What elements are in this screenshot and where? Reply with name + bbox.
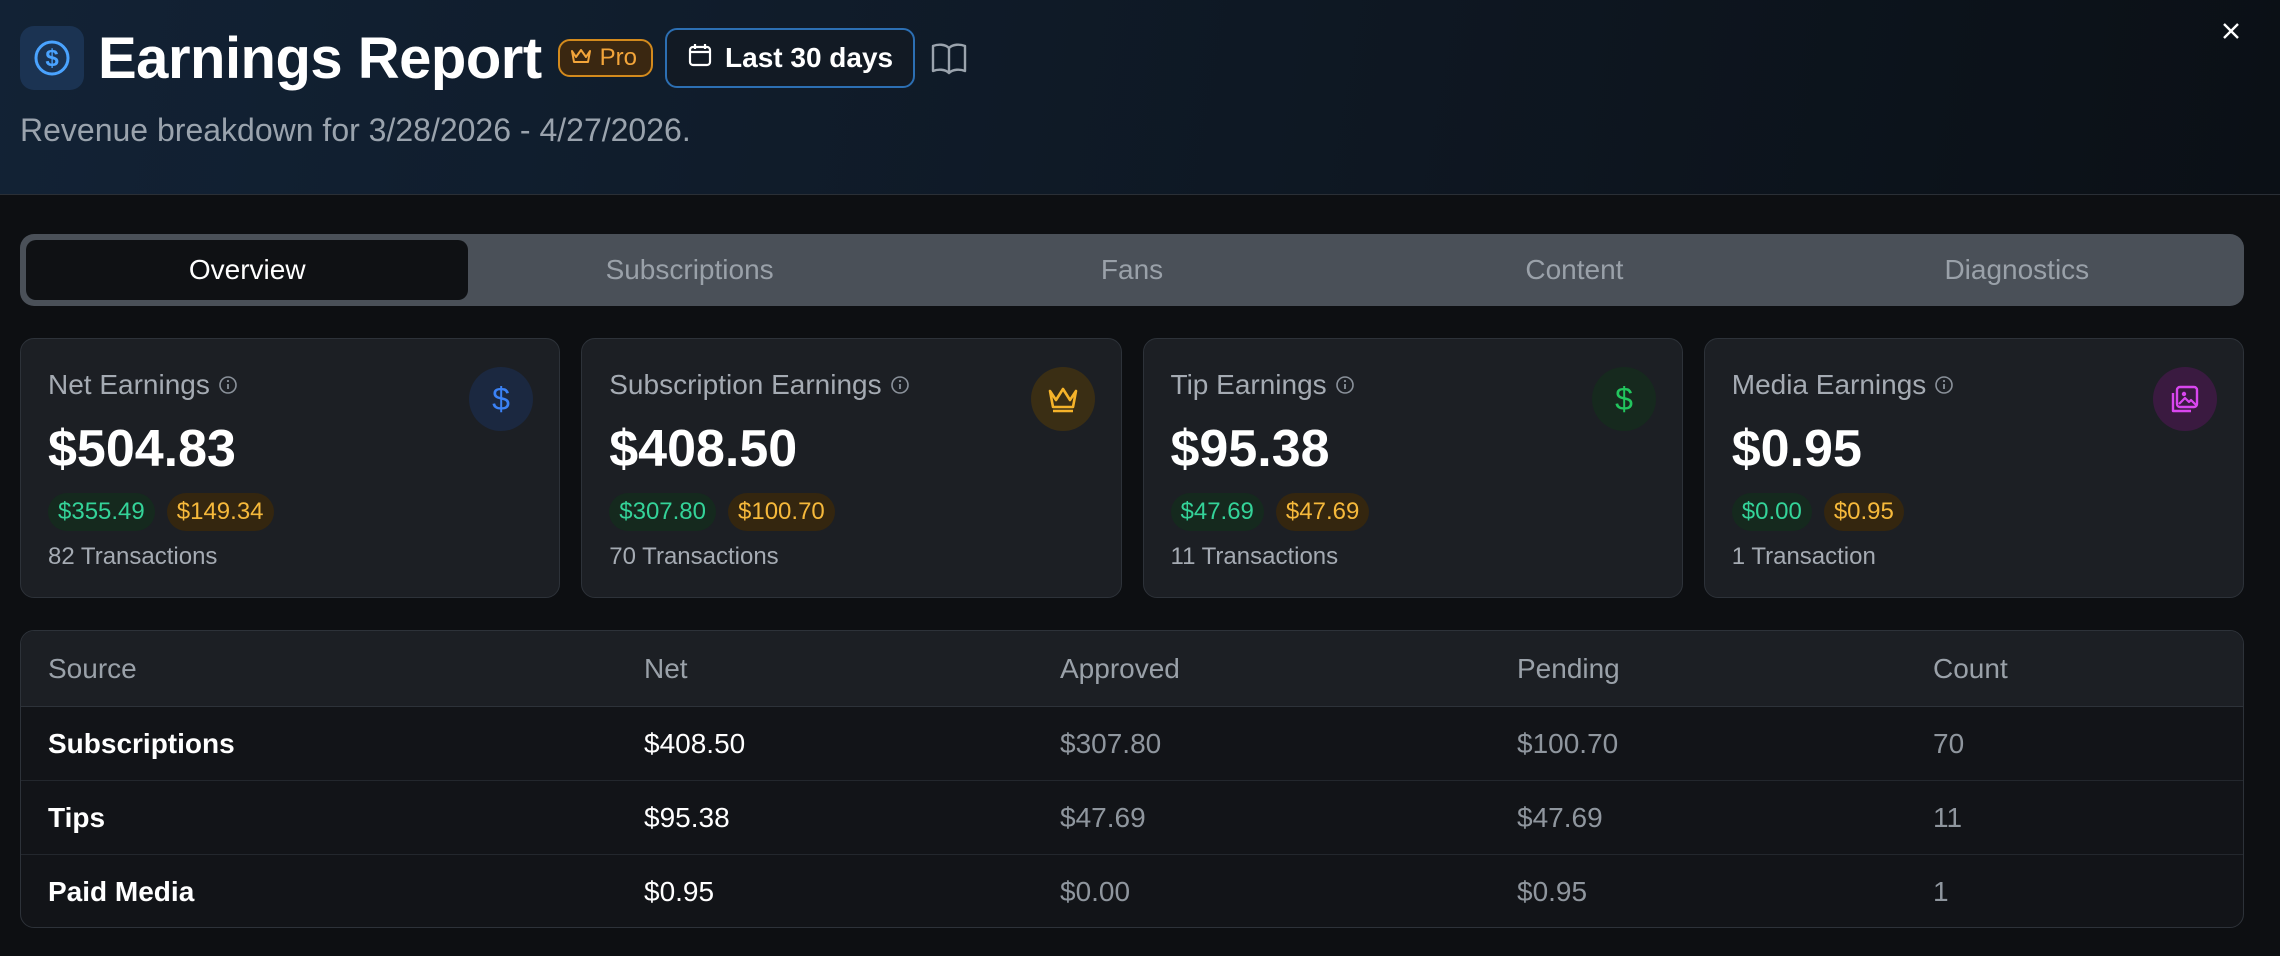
page-subtitle: Revenue breakdown for 3/28/2026 - 4/27/2… <box>20 112 691 148</box>
calendar-icon <box>687 42 713 75</box>
svg-text:$: $ <box>45 45 59 72</box>
table-row: Paid Media $0.95 $0.00 $0.95 1 <box>21 855 2243 927</box>
table-row: Tips $95.38 $47.69 $47.69 11 <box>21 781 2243 855</box>
pending-cell: $0.95 <box>1517 876 1588 907</box>
card-label: Subscription Earnings <box>609 369 882 400</box>
page-header: $ Earnings Report Pro Last 30 days Reven… <box>0 0 2280 195</box>
date-range-label: Last 30 days <box>725 42 894 73</box>
info-icon[interactable] <box>218 375 238 395</box>
subscription-earnings-card: Subscription Earnings $408.50 $307.80 $1… <box>581 338 1122 598</box>
net-earnings-card: Net Earnings $ $504.83 $355.49 $149.34 8… <box>20 338 561 598</box>
pending-pill: $149.34 <box>166 493 274 531</box>
pending-cell: $100.70 <box>1517 727 1619 759</box>
date-range-button[interactable]: Last 30 days <box>665 28 916 88</box>
column-header-source[interactable]: Source <box>48 652 137 684</box>
svg-text:$: $ <box>492 382 510 416</box>
book-icon[interactable] <box>929 38 969 78</box>
tab-overview[interactable]: Overview <box>26 240 469 300</box>
net-cell: $95.38 <box>644 801 730 833</box>
pending-cell: $47.69 <box>1517 801 1603 833</box>
media-earnings-card: Media Earnings $0.95 $0.00 $0.95 1 Trans… <box>1703 338 2244 598</box>
column-header-count[interactable]: Count <box>1933 652 2008 684</box>
summary-cards: Net Earnings $ $504.83 $355.49 $149.34 8… <box>20 338 2244 598</box>
info-icon[interactable] <box>890 375 910 395</box>
column-header-net[interactable]: Net <box>644 652 688 684</box>
image-icon <box>2153 367 2217 431</box>
net-cell: $408.50 <box>644 727 746 759</box>
column-header-pending[interactable]: Pending <box>1517 652 1620 684</box>
page-title: Earnings Report <box>98 25 542 91</box>
approved-cell: $307.80 <box>1060 727 1162 759</box>
card-value: $504.83 <box>48 420 236 478</box>
transaction-count: 70 Transactions <box>609 543 779 570</box>
pending-pill: $0.95 <box>1823 493 1904 531</box>
source-cell: Subscriptions <box>48 727 235 759</box>
card-label: Media Earnings <box>1731 369 1927 400</box>
dollar-icon: $ <box>1591 367 1656 431</box>
column-header-approved[interactable]: Approved <box>1060 652 1180 684</box>
card-value: $0.95 <box>1731 420 1862 478</box>
tab-bar: Overview Subscriptions Fans Content Diag… <box>20 234 2244 306</box>
tab-diagnostics[interactable]: Diagnostics <box>1944 254 2090 285</box>
table-header: Source Net Approved Pending Count <box>21 631 2243 707</box>
transaction-count: 82 Transactions <box>48 543 218 570</box>
approved-pill: $0.00 <box>1731 493 1812 531</box>
dollar-icon: $ <box>469 367 534 431</box>
pending-pill: $100.70 <box>728 493 835 531</box>
tab-content[interactable]: Content <box>1525 254 1624 285</box>
count-cell: 1 <box>1933 876 1949 907</box>
card-value: $95.38 <box>1170 420 1330 478</box>
pro-badge: Pro <box>557 39 654 77</box>
transaction-count: 11 Transactions <box>1170 543 1339 570</box>
approved-cell: $0.00 <box>1060 876 1131 907</box>
card-value: $408.50 <box>609 420 798 478</box>
transaction-count: 1 Transaction <box>1731 543 1876 570</box>
source-cell: Paid Media <box>48 876 195 907</box>
crown-icon <box>570 44 592 72</box>
count-cell: 70 <box>1933 727 1965 759</box>
table-row: Subscriptions $408.50 $307.80 $100.70 70 <box>21 707 2243 781</box>
title-row: $ Earnings Report Pro Last 30 days <box>20 25 969 91</box>
info-icon[interactable] <box>1335 375 1355 395</box>
info-icon[interactable] <box>1934 375 1954 395</box>
earnings-logo-icon: $ <box>20 26 84 90</box>
crown-icon <box>1030 367 1095 431</box>
tab-subscriptions[interactable]: Subscriptions <box>605 254 774 285</box>
pro-badge-label: Pro <box>599 44 638 71</box>
close-icon[interactable] <box>2216 16 2246 46</box>
tab-fans[interactable]: Fans <box>1100 254 1164 285</box>
approved-cell: $47.69 <box>1060 801 1146 833</box>
svg-text:$: $ <box>1615 382 1633 416</box>
card-label: Net Earnings <box>48 369 210 400</box>
earnings-table: Source Net Approved Pending Count Subscr… <box>20 630 2244 928</box>
approved-pill: $355.49 <box>48 493 155 531</box>
approved-pill: $47.69 <box>1170 493 1264 531</box>
tip-earnings-card: Tip Earnings $ $95.38 $47.69 $47.69 11 T… <box>1142 338 1683 598</box>
card-label: Tip Earnings <box>1170 369 1327 400</box>
count-cell: 11 <box>1933 801 1963 833</box>
pending-pill: $47.69 <box>1275 493 1370 531</box>
source-cell: Tips <box>48 801 106 833</box>
net-cell: $0.95 <box>644 876 715 907</box>
approved-pill: $307.80 <box>609 493 717 531</box>
